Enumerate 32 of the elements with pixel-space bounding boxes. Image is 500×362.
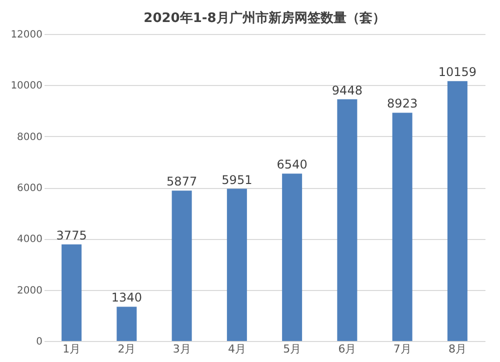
y-tick-label: 2000 bbox=[17, 285, 42, 296]
data-label: 5951 bbox=[222, 172, 252, 187]
bar bbox=[392, 112, 412, 341]
x-tick-label: 6月 bbox=[338, 342, 356, 356]
y-tick-label: 12000 bbox=[10, 30, 42, 40]
x-tick-label: 4月 bbox=[228, 342, 246, 356]
chart-title: 2020年1-8月广州市新房网签数量（套） bbox=[144, 10, 386, 26]
bar bbox=[226, 188, 247, 341]
data-label: 3775 bbox=[56, 228, 87, 242]
bar bbox=[172, 190, 192, 341]
bar bbox=[282, 174, 302, 341]
data-label: 9448 bbox=[332, 83, 362, 98]
y-tick-label: 4000 bbox=[17, 234, 42, 246]
bar bbox=[447, 81, 468, 341]
bar bbox=[116, 306, 137, 341]
x-tick-label: 1月 bbox=[62, 342, 81, 356]
bar bbox=[337, 99, 358, 341]
y-tick-label: 6000 bbox=[17, 183, 42, 194]
data-label: 10159 bbox=[438, 65, 477, 80]
data-label: 1340 bbox=[111, 290, 142, 305]
data-label: 6540 bbox=[276, 158, 308, 172]
y-tick-label: 8000 bbox=[17, 132, 42, 143]
data-label: 8923 bbox=[387, 96, 418, 111]
bar bbox=[62, 244, 82, 341]
x-tick-label: 7月 bbox=[393, 342, 412, 356]
x-tick-label: 2月 bbox=[118, 342, 136, 356]
data-label: 5877 bbox=[166, 174, 198, 189]
x-tick-label: 5月 bbox=[283, 342, 302, 356]
y-tick-label: 10000 bbox=[10, 80, 42, 92]
y-tick-label: 0 bbox=[36, 336, 42, 348]
x-tick-label: 8月 bbox=[448, 342, 466, 356]
x-tick-label: 3月 bbox=[172, 342, 191, 356]
